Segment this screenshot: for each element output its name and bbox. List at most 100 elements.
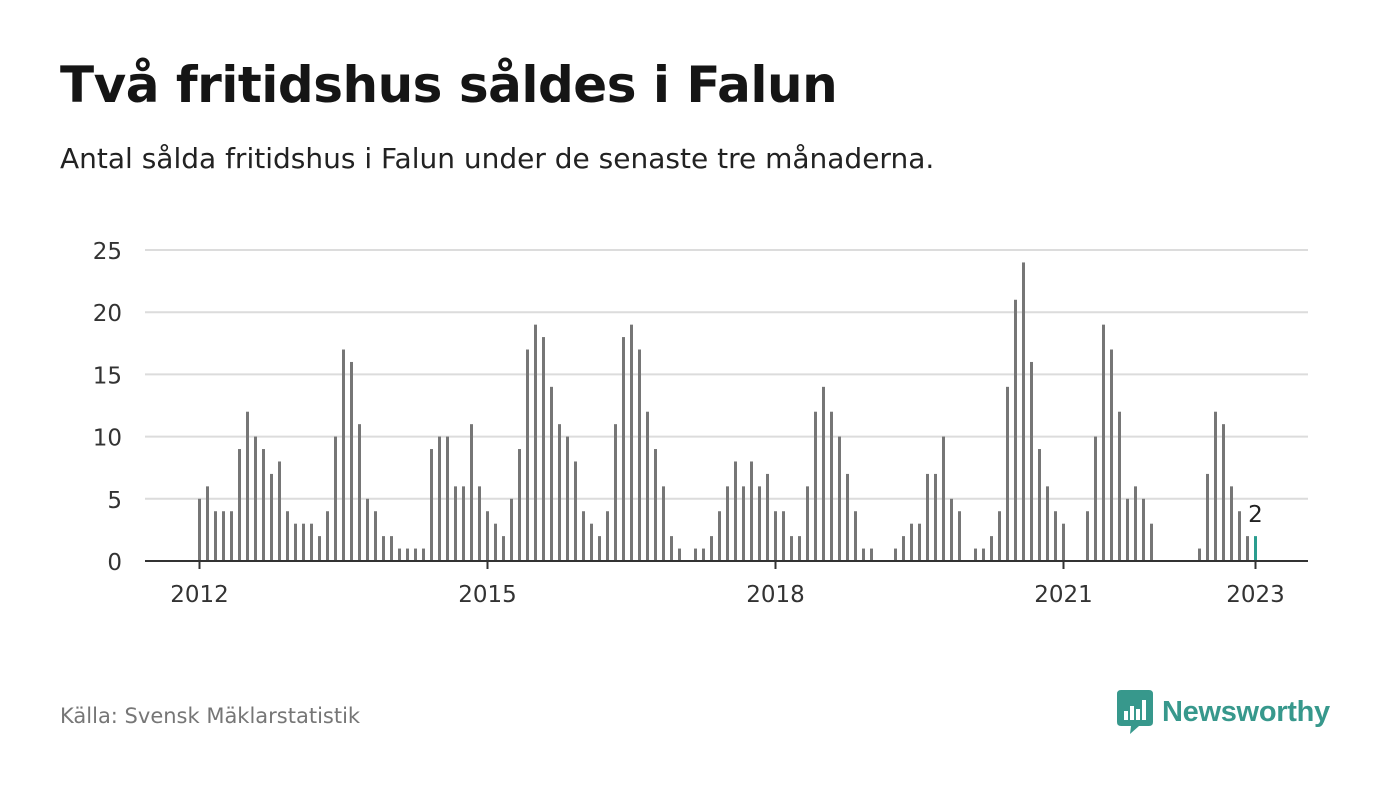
bar — [694, 548, 697, 561]
bar — [1014, 299, 1017, 561]
bar — [502, 536, 505, 561]
bar — [1054, 511, 1057, 561]
labels: 0 5 10 15 20 25 2012 2015 2018 2021 2023 2 — [93, 239, 1285, 608]
bar — [734, 461, 737, 561]
bar — [358, 424, 361, 561]
bar — [310, 523, 313, 561]
bar — [566, 436, 569, 561]
bar — [318, 536, 321, 561]
bar — [766, 473, 769, 561]
bar — [278, 461, 281, 561]
bar — [550, 386, 553, 561]
bar — [742, 486, 745, 561]
bar — [894, 548, 897, 561]
bar — [1006, 386, 1009, 561]
grid-lines — [145, 249, 1308, 500]
bar — [510, 498, 513, 561]
bar — [414, 548, 417, 561]
bar — [198, 498, 201, 561]
bar — [718, 511, 721, 561]
bar — [1102, 324, 1105, 561]
bar — [822, 386, 825, 561]
bar — [910, 523, 913, 561]
bar — [1142, 498, 1145, 561]
bar — [214, 511, 217, 561]
bar — [302, 523, 305, 561]
bar — [342, 349, 345, 561]
bar — [1118, 411, 1121, 561]
bar — [702, 548, 705, 561]
bar — [902, 536, 905, 561]
bar — [430, 449, 433, 561]
bar — [606, 511, 609, 561]
bar — [1238, 511, 1241, 561]
x-tick-label: 2018 — [746, 582, 805, 608]
bar — [446, 436, 449, 561]
bar — [262, 449, 265, 561]
bar — [366, 498, 369, 561]
bar — [750, 461, 753, 561]
bar — [1254, 536, 1257, 561]
source-note: Källa: Svensk Mäklarstatistik — [60, 704, 361, 728]
bar — [294, 523, 297, 561]
bar — [462, 486, 465, 561]
bar — [982, 548, 985, 561]
bar — [270, 473, 273, 561]
newsworthy-chart-icon — [1117, 690, 1153, 734]
bar — [230, 511, 233, 561]
bar — [854, 511, 857, 561]
bar — [1134, 486, 1137, 561]
bar — [494, 523, 497, 561]
bar — [222, 511, 225, 561]
bar — [662, 486, 665, 561]
bar — [830, 411, 833, 561]
bar — [614, 424, 617, 561]
bars — [198, 262, 1257, 561]
bar — [814, 411, 817, 561]
bar — [582, 511, 585, 561]
bar — [990, 536, 993, 561]
bar — [1206, 473, 1209, 561]
bar — [918, 523, 921, 561]
bar — [1230, 486, 1233, 561]
x-tick-label: 2012 — [170, 582, 229, 608]
bar — [478, 486, 481, 561]
bar — [374, 511, 377, 561]
bar — [998, 511, 1001, 561]
bar — [646, 411, 649, 561]
bar — [934, 473, 937, 561]
bar — [638, 349, 641, 561]
bar — [926, 473, 929, 561]
bar — [1030, 361, 1033, 561]
bar — [1150, 523, 1153, 561]
bar — [1094, 436, 1097, 561]
bar — [398, 548, 401, 561]
bar — [454, 486, 457, 561]
bar — [974, 548, 977, 561]
bar — [238, 449, 241, 561]
bar — [630, 324, 633, 561]
chart-title: Två fritidshus såldes i Falun — [60, 56, 838, 114]
bar — [350, 361, 353, 561]
bar — [1046, 486, 1049, 561]
bar — [678, 548, 681, 561]
bar — [326, 511, 329, 561]
x-tick-label: 2015 — [458, 582, 517, 608]
bar — [958, 511, 961, 561]
axes — [145, 560, 1308, 569]
bar — [806, 486, 809, 561]
bar — [1222, 424, 1225, 561]
bar — [390, 536, 393, 561]
highlight-value-label: 2 — [1248, 502, 1263, 528]
x-tick-label: 2021 — [1034, 582, 1093, 608]
bar — [518, 449, 521, 561]
bar — [670, 536, 673, 561]
bar — [782, 511, 785, 561]
y-tick-label: 15 — [93, 363, 122, 389]
chart-subtitle: Antal sålda fritidshus i Falun under de … — [60, 142, 935, 175]
bar — [798, 536, 801, 561]
bar — [334, 436, 337, 561]
bar — [598, 536, 601, 561]
bar — [422, 548, 425, 561]
